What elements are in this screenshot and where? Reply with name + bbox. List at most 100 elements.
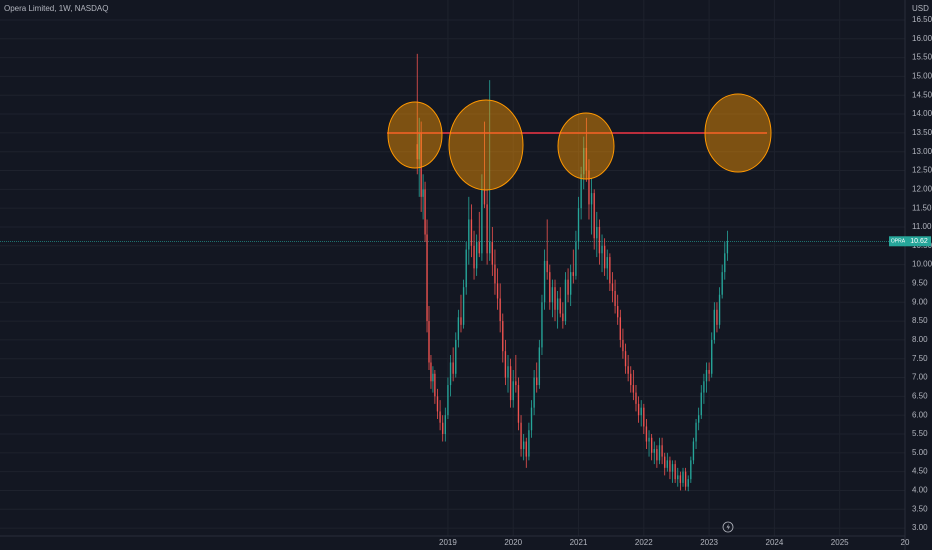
candle-body [632,385,635,393]
candle-body [679,475,682,483]
candle-body [426,234,428,322]
candle-body [416,144,418,160]
candle-body [515,381,517,386]
candle-body [611,283,614,291]
candle-body [559,298,561,314]
candle-body [430,362,432,382]
candle-body [630,373,632,386]
candle-body [564,279,567,322]
icon-bolt[interactable] [726,523,731,531]
candle-body [711,339,713,374]
highlight-ellipse [557,112,615,180]
candle-body [580,174,582,209]
candle-body [666,460,669,468]
y-tick-label: 11.00 [912,222,932,231]
candle-body [614,290,616,307]
candle-body [449,362,452,386]
candle-body [481,189,483,254]
symbol-badge [889,236,907,247]
x-tick-label: 2023 [700,538,718,547]
candle-body [708,370,710,374]
y-tick-label: 12.00 [912,184,932,193]
y-tick-label: 13.50 [912,128,932,137]
highlight-ellipse [704,93,772,173]
candle-body [522,441,525,450]
candle-body [491,242,494,265]
x-tick-label: 2025 [831,538,849,547]
y-tick-label: 13.00 [912,147,932,156]
candle-body [609,257,611,284]
y-tick-label: 8.00 [912,335,928,344]
candle-body [496,283,499,299]
x-tick-label: 2022 [635,538,653,547]
x-tick-label: 2024 [766,538,784,547]
candle-body [554,287,556,310]
y-tick-label: 8.50 [912,316,928,325]
candle-body [543,260,546,303]
candle-body [549,272,551,303]
x-tick-label: 20 [901,538,910,547]
candle-body [716,309,718,325]
candle-body [494,264,496,284]
y-tick-label: 7.00 [912,373,928,382]
candle-body [530,407,533,431]
y-tick-label: 15.50 [912,53,932,62]
replay-icon[interactable] [722,521,734,533]
candle-body [692,441,695,461]
candle-body [590,193,593,205]
candle-body [486,204,488,254]
candle-body [460,317,462,325]
candle-body [569,272,572,295]
y-tick-label: 16.50 [912,15,932,24]
candle-body [444,415,447,434]
candle-body [512,381,514,401]
y-tick-label: 6.50 [912,391,928,400]
candle-body [551,287,554,303]
candle-body [664,456,666,468]
candle-body [669,460,671,472]
y-tick-label: 14.00 [912,109,932,118]
chart-title: Opera Limited, 1W, NASDAQ [4,4,108,13]
candle-body [538,347,541,386]
candle-body [645,426,648,442]
candle-body [541,302,543,348]
candle-body [718,294,721,325]
candle-body [434,373,436,397]
candle-body [452,362,454,374]
candle-body [507,366,509,378]
candle-body [617,306,619,318]
candle-body [619,317,621,340]
icon-circle[interactable] [722,521,734,533]
candle-body [724,253,726,273]
symbol-label: OPRA [891,239,906,245]
candle-body [462,287,465,325]
candle-body [478,242,480,254]
candle-body [656,449,658,461]
currency-label: USD [912,4,929,13]
candle-body [567,279,569,295]
candle-body [603,245,606,269]
candle-body [726,241,729,254]
x-tick-label: 2021 [570,538,588,547]
candle-body [687,479,689,487]
y-tick-label: 9.00 [912,297,928,306]
candle-body [593,193,595,239]
y-tick-label: 10.00 [912,260,932,269]
candle-body [648,437,650,442]
candle-body [457,317,460,340]
price-axis-bg [905,0,932,550]
candle-body [475,242,478,269]
candle-body [671,464,674,472]
candle-body [690,460,692,480]
candle-body [418,132,420,160]
candle-body [596,226,598,239]
candle-body [562,313,564,322]
y-tick-label: 4.50 [912,467,928,476]
time-axis-bg [0,536,932,550]
candle-body [661,445,663,457]
candle-body [640,407,642,416]
candle-body [520,422,522,450]
candle-body [643,407,645,427]
candle-body [622,339,624,352]
